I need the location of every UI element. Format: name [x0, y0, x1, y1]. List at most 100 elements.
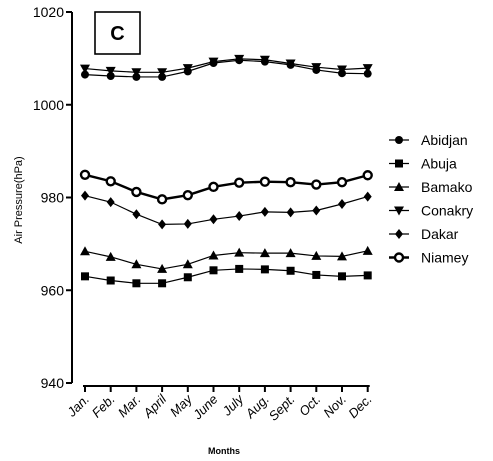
- data-point-conakry: [259, 55, 270, 65]
- x-tick-label: Jan.: [63, 392, 92, 421]
- data-point-bamako: [285, 248, 296, 258]
- data-point-dakar: [338, 198, 346, 209]
- data-point-niamey: [259, 176, 271, 187]
- data-point-abuja: [209, 266, 218, 275]
- x-tick-label: June: [189, 392, 220, 423]
- x-tick-label: July: [219, 390, 248, 419]
- series-line-abuja: [84, 268, 368, 284]
- data-point-dakar: [183, 218, 192, 229]
- y-tick-label: 1020: [33, 4, 64, 20]
- legend-marker-bamako: [394, 182, 404, 191]
- y-axis: 940 960 980 1000 1020: [33, 4, 73, 391]
- data-point-bamako: [362, 245, 373, 255]
- data-point-dakar: [158, 219, 167, 230]
- data-point-abuja: [363, 271, 372, 280]
- data-point-bamako: [337, 251, 347, 261]
- data-point-abuja: [338, 272, 346, 281]
- data-point-niamey: [362, 170, 373, 181]
- legend-item-abuja: Abuja: [389, 156, 457, 172]
- data-point-abuja: [260, 265, 269, 274]
- series-niamey: [79, 169, 373, 205]
- data-point-conakry: [234, 54, 245, 64]
- y-tick-label: 1000: [33, 97, 64, 113]
- data-point-bamako: [311, 250, 322, 260]
- panel-label: C: [110, 23, 124, 45]
- x-tick-label: May: [167, 390, 196, 419]
- series-bamako: [80, 245, 373, 273]
- data-point-bamako: [157, 263, 168, 273]
- x-tick-label: Aug.: [242, 392, 272, 422]
- data-point-conakry: [362, 64, 373, 74]
- legend-label: Dakar: [421, 226, 459, 242]
- data-point-niamey: [105, 176, 116, 187]
- data-point-conakry: [337, 65, 347, 75]
- data-point-niamey: [131, 186, 142, 198]
- legend: Abidjan Abuja Bamako Conakry Dakar Niamey: [389, 132, 473, 266]
- y-axis-title: Air Pressure(hPa): [13, 156, 25, 243]
- data-point-niamey: [336, 176, 348, 188]
- data-point-bamako: [259, 248, 270, 258]
- legend-marker-dakar: [395, 229, 403, 239]
- legend-item-niamey: Niamey: [389, 250, 468, 266]
- series-line-dakar: [84, 195, 368, 225]
- data-point-dakar: [81, 190, 89, 201]
- y-tick-label: 960: [41, 282, 65, 298]
- legend-marker-niamey: [393, 252, 405, 263]
- data-point-niamey: [156, 194, 168, 205]
- legend-label: Niamey: [421, 250, 468, 266]
- series-conakry: [80, 54, 373, 78]
- legend-marker-abuja: [395, 159, 403, 168]
- data-point-bamako: [208, 250, 219, 260]
- data-point-abidjan: [106, 71, 115, 80]
- data-point-dakar: [260, 206, 269, 217]
- data-point-bamako: [131, 259, 142, 269]
- panel-label-box: [94, 11, 141, 55]
- data-point-abuja: [286, 266, 295, 275]
- data-point-conakry: [157, 68, 168, 78]
- data-point-abidjan: [81, 70, 89, 79]
- x-axis-title: Months: [208, 446, 240, 456]
- data-point-niamey: [311, 179, 322, 190]
- series-dakar: [81, 190, 372, 230]
- legend-label: Bamako: [421, 179, 473, 195]
- data-point-abidjan: [363, 69, 372, 78]
- series-line-niamey: [84, 173, 369, 201]
- x-tick-label: Sept.: [266, 392, 298, 424]
- data-point-niamey: [79, 169, 91, 180]
- data-point-abuja: [132, 279, 141, 288]
- y-tick-label: 980: [41, 190, 65, 206]
- data-point-abuja: [81, 272, 89, 281]
- data-point-niamey: [285, 176, 296, 188]
- data-point-conakry: [208, 57, 219, 67]
- data-point-dakar: [286, 207, 295, 218]
- data-point-niamey: [208, 181, 219, 193]
- series-layer: [79, 54, 373, 288]
- data-point-abuja: [183, 273, 192, 282]
- data-point-abuja: [312, 270, 321, 279]
- series-abuja: [81, 264, 372, 288]
- data-point-dakar: [363, 191, 372, 202]
- data-point-niamey: [182, 189, 194, 201]
- data-point-dakar: [312, 205, 321, 216]
- x-axis: Jan.Feb.Mar.AprilMayJuneJulyAug.Sept.Oct…: [63, 385, 375, 424]
- data-point-bamako: [182, 259, 193, 269]
- data-point-abuja: [235, 264, 244, 273]
- data-point-bamako: [234, 247, 245, 257]
- x-tick-label: Mar.: [115, 392, 144, 421]
- series-line-abidjan: [84, 59, 368, 78]
- x-tick-label: Oct.: [296, 392, 323, 419]
- legend-item-dakar: Dakar: [389, 226, 459, 242]
- data-point-dakar: [235, 211, 244, 222]
- legend-label: Conakry: [421, 203, 473, 219]
- legend-marker-abidjan: [395, 136, 403, 144]
- data-point-dakar: [106, 197, 115, 208]
- legend-item-conakry: Conakry: [389, 203, 473, 219]
- data-point-dakar: [209, 214, 218, 225]
- data-point-abuja: [106, 276, 115, 285]
- x-tick-label: Feb.: [89, 392, 118, 421]
- series-line-bamako: [84, 250, 368, 270]
- data-point-conakry: [105, 66, 116, 76]
- data-point-conakry: [285, 59, 296, 69]
- data-point-niamey: [233, 177, 245, 188]
